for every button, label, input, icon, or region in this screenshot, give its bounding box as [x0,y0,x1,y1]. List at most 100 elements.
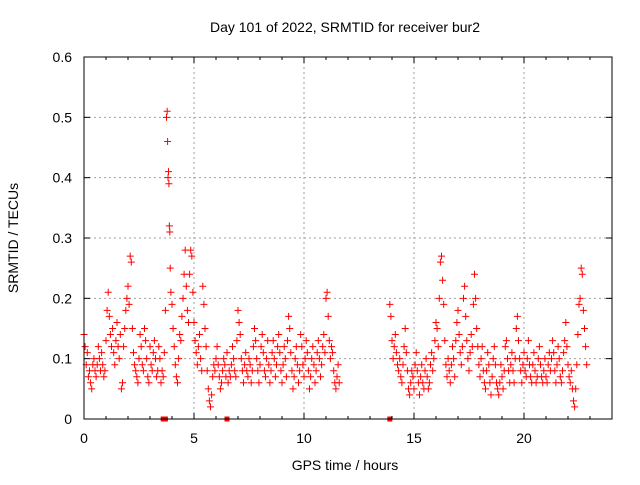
data-point [133,373,141,381]
data-point [435,294,443,302]
data-point [388,337,396,345]
data-point [286,325,294,332]
data-point [583,361,591,369]
data-point [472,294,480,302]
data-point [507,361,515,369]
data-point [425,379,433,387]
data-point [165,222,173,230]
data-point [227,361,235,369]
data-point [142,337,150,345]
data-point [242,349,250,357]
data-point [548,355,555,363]
data-point [171,361,179,369]
data-point [457,361,465,369]
data-point [332,385,340,393]
data-point [395,367,403,375]
data-point [159,373,167,381]
plot-frame [83,56,613,420]
data-point [561,337,569,345]
data-point [84,373,92,381]
data-point [453,318,461,326]
data-point [523,355,531,363]
data-point [249,343,257,351]
data-point [189,288,197,296]
data-point [218,379,225,387]
data-point [110,349,118,357]
data-point [475,361,483,369]
data-point [556,373,564,381]
data-point [158,367,166,375]
data-point [389,355,397,363]
data-point [497,361,505,369]
data-point [254,367,262,375]
data-point [179,294,187,302]
y-tick-label: 0 [64,411,72,427]
data-point [484,349,492,357]
data-point [391,331,399,339]
data-point [328,343,335,351]
data-point [553,361,561,369]
data-point [438,252,445,260]
data-point [540,367,548,375]
data-point [409,373,417,381]
data-point [269,337,277,345]
data-point [115,355,123,363]
data-point [190,318,198,326]
data-point [476,373,484,381]
data-point [244,373,252,381]
data-point [423,373,431,381]
data-point [271,373,279,381]
data-point [126,252,134,260]
data-point [326,355,334,363]
data-point [419,379,427,387]
data-point [313,349,321,357]
data-point [502,337,510,345]
data-point [467,331,475,339]
data-point [255,379,263,387]
data-point [212,355,220,363]
data-point [478,343,486,351]
data-point [207,403,214,411]
data-point [223,349,231,357]
data-point [156,355,164,363]
data-point [186,270,194,278]
data-point [504,355,511,363]
data-point [501,343,509,351]
data-point [299,361,307,369]
data-point [137,343,145,351]
data-point [513,312,521,320]
data-point [88,385,96,393]
data-point [412,349,420,357]
data-point [246,361,254,369]
data-point [483,367,491,375]
data-point [280,343,288,351]
data-point [203,367,211,375]
data-point [263,355,271,363]
data-point [278,379,286,387]
data-point [515,337,522,345]
data-point [157,379,165,387]
data-point [168,300,176,308]
x-tick-label: 20 [516,430,532,446]
data-point [333,373,341,381]
data-point [519,361,527,369]
data-point [565,373,573,381]
data-point [541,355,549,363]
data-point [482,385,489,393]
data-point [204,385,212,393]
data-point [94,343,102,351]
data-point [460,294,467,302]
data-point [535,343,543,351]
y-tick-label: 0.1 [53,351,73,367]
data-point [312,367,320,375]
data-point [455,331,463,339]
data-point [265,361,273,369]
data-point [566,379,574,387]
data-point [396,355,404,363]
data-point [111,361,119,369]
data-point [554,343,562,351]
data-point [113,318,121,326]
data-point [196,331,203,339]
data-point [191,337,199,345]
